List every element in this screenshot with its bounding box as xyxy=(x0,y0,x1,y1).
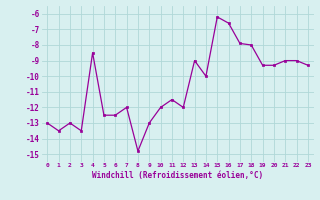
X-axis label: Windchill (Refroidissement éolien,°C): Windchill (Refroidissement éolien,°C) xyxy=(92,171,263,180)
